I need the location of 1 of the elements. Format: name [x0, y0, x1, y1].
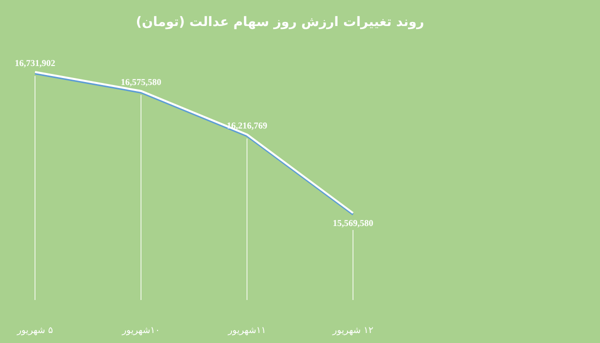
title: روند تغییرات ارزش روز سهام عدالت (تومان)	[136, 15, 424, 30]
